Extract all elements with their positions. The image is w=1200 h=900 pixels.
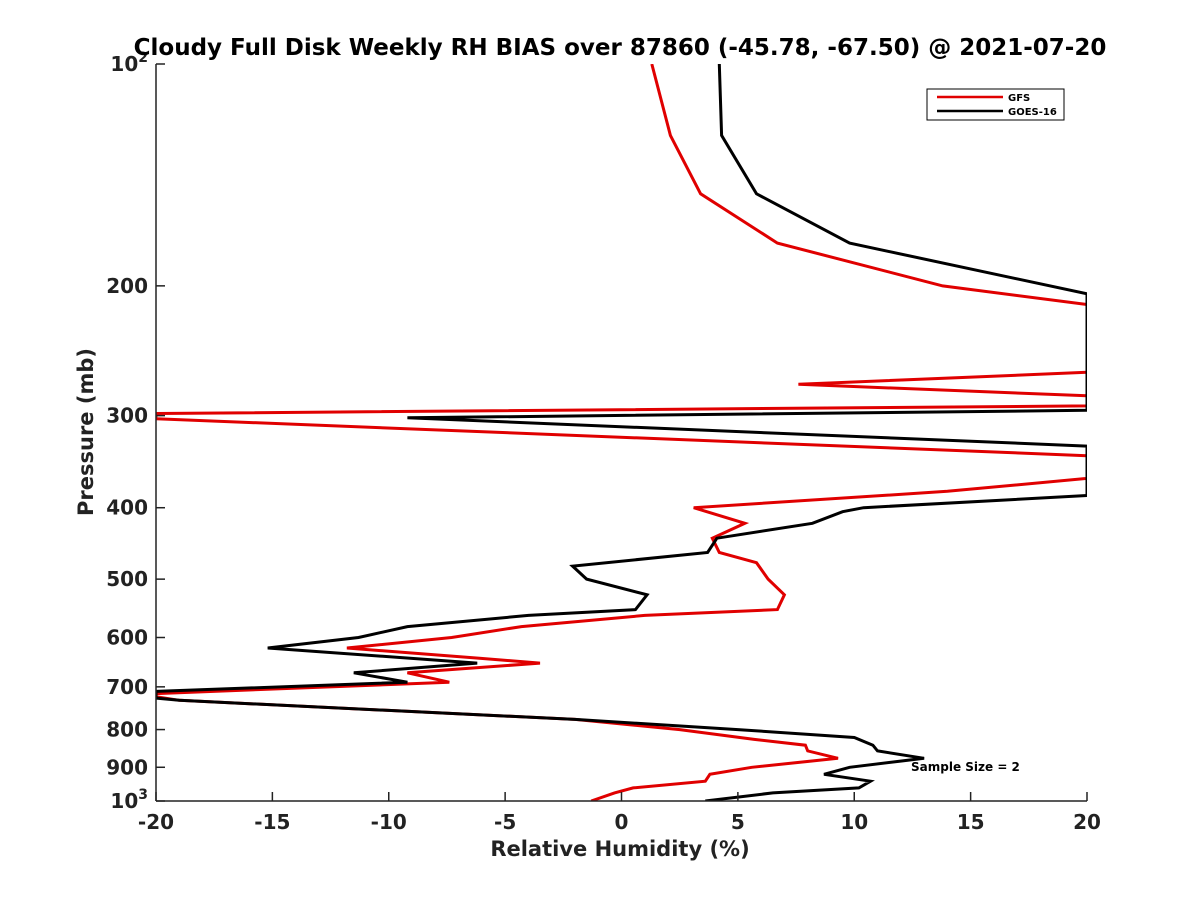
x-axis-title: Relative Humidity (%) [490, 837, 749, 861]
y-tick-label: 900 [106, 755, 148, 779]
x-tick-label: -15 [254, 810, 290, 834]
y-tick-label: 700 [106, 675, 148, 699]
x-tick-label: 0 [615, 810, 629, 834]
y-axis-title: Pressure (mb) [74, 348, 98, 516]
x-tick-label: 20 [1073, 810, 1101, 834]
y-tick-label: 102 [110, 50, 148, 76]
chart-title: Cloudy Full Disk Weekly RH BIAS over 878… [134, 35, 1107, 61]
x-tick-label: 10 [840, 810, 868, 834]
y-tick-label: 400 [106, 496, 148, 520]
y-tick-label: 300 [106, 404, 148, 428]
y-tick-label: 800 [106, 718, 148, 742]
x-tick-label: 5 [731, 810, 745, 834]
y-tick-label: 500 [106, 567, 148, 591]
y-tick-label: 600 [106, 625, 148, 649]
legend-box [926, 88, 1065, 121]
legend-label-gfs: GFS [1008, 93, 1030, 104]
x-tick-label: 15 [957, 810, 985, 834]
y-tick-label: 103 [110, 787, 148, 813]
x-tick-label: -10 [371, 810, 407, 834]
series-line-goes-16 [156, 64, 1087, 801]
x-tick-label: -5 [494, 810, 516, 834]
sample-size-annotation: Sample Size = 2 [911, 760, 1020, 774]
x-tick-label: -20 [138, 810, 174, 834]
legend: GFS GOES-16 [926, 88, 1065, 121]
plot-area [156, 64, 1087, 801]
y-tick-label: 200 [106, 274, 148, 298]
series-line-gfs [156, 64, 1087, 801]
legend-label-goes-16: GOES-16 [1008, 107, 1057, 118]
